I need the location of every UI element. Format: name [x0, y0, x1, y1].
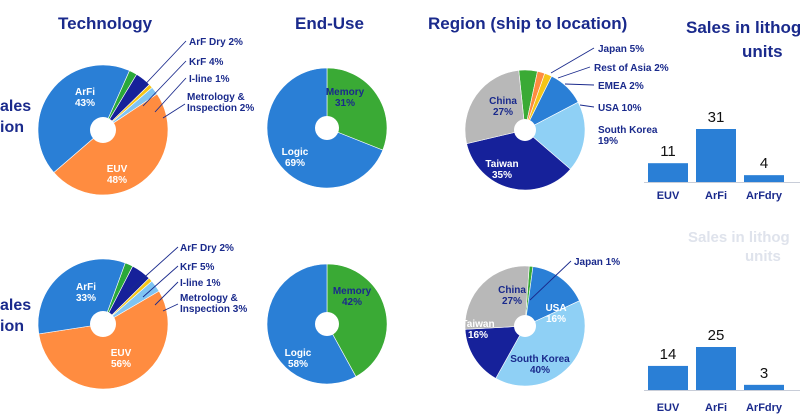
technology-heading: Technology	[58, 14, 153, 33]
region-bottom-slice-china	[464, 265, 530, 330]
region-top-label-taiwan: Taiwan 35%	[485, 159, 518, 181]
enduse-top-label-memory: Memory 31%	[326, 87, 365, 109]
sales-heading-line2: units	[742, 42, 783, 61]
tech-bottom-leader-arf-dry	[127, 246, 179, 293]
region-top-leader-emea	[564, 83, 595, 86]
enduse-bottom-label-logic: Logic 58%	[285, 348, 312, 370]
units-top-value-arfi: 31	[708, 109, 725, 126]
region-top-label-usa: USA 10%	[598, 103, 642, 114]
tech-top-label-krf: KrF 4%	[189, 57, 224, 68]
row-label-top-line2: ion	[0, 119, 24, 136]
units-top-bars: 11 EUV 31 ArFi 4 ArFdry	[644, 109, 800, 202]
tech-top-leader-i-line	[154, 77, 187, 113]
tech-top-leader-metrology-inspection	[162, 103, 186, 119]
region-bottom-slice-south-korea	[495, 300, 586, 387]
region-bottom-slice-taiwan	[464, 325, 526, 379]
enduse-top-hole	[315, 116, 339, 140]
region-top-pie	[464, 47, 595, 191]
region-top-label-china: China 27%	[489, 96, 517, 118]
enduse-top-label-logic: Logic 69%	[282, 147, 309, 169]
enduse-bottom-slice-memory	[326, 263, 388, 377]
tech-bottom-slice-euv	[38, 290, 169, 390]
tech-bottom-label-arf-dry: ArF Dry 2%	[180, 243, 234, 254]
region-top-leader-japan	[550, 47, 595, 74]
units-top-value-arfdry: 4	[760, 155, 768, 172]
units-top-bar-euv	[648, 163, 688, 182]
units-bottom-bar-arfdry	[744, 384, 784, 390]
tech-bottom-leader-metrology-inspection	[162, 303, 179, 312]
region-bottom-label-japan: Japan 1%	[574, 257, 620, 268]
tech-bottom-pie	[37, 246, 179, 390]
tech-bottom-label-arfi: ArFi 33%	[76, 282, 96, 304]
units-bottom-value-arfdry: 3	[760, 365, 768, 382]
units-bottom-category-arfi: ArFi	[705, 402, 727, 414]
tech-top-label-arfi: ArFi 43%	[75, 87, 95, 109]
tech-bottom-label-krf: KrF 5%	[180, 262, 215, 273]
units-bottom-category-arfdry: ArFdry	[746, 402, 783, 414]
enduse-heading: End-Use	[295, 14, 364, 33]
tech-bottom-leader-krf	[142, 265, 179, 298]
units-top-category-euv: EUV	[657, 190, 680, 202]
region-top-leader-usa	[579, 104, 595, 108]
region-top-slice-china	[464, 70, 526, 145]
enduse-bottom-label-memory: Memory 42%	[333, 286, 372, 308]
region-top-label-emea: EMEA 2%	[598, 81, 644, 92]
region-bottom-pie	[464, 260, 586, 387]
region-bottom-slice-usa	[524, 266, 580, 327]
region-bottom-label-usa: USA 16%	[545, 303, 566, 325]
units-top-category-arfi: ArFi	[705, 190, 727, 202]
tech-top-label-i-line: I-line 1%	[189, 74, 230, 85]
units-top-value-euv: 11	[660, 143, 676, 160]
units-bottom-bar-arfi	[696, 347, 736, 390]
enduse-bottom-slice-logic	[266, 263, 357, 385]
region-bottom-hole	[514, 315, 536, 337]
units-bottom-bar-euv	[648, 365, 688, 390]
tech-bottom-label-i-line: I-line 1%	[180, 278, 221, 289]
sales-heading-2-line2: units	[745, 248, 781, 265]
enduse-top-slice-memory	[326, 67, 388, 151]
units-bottom-category-euv: EUV	[657, 402, 680, 414]
tech-bottom-label-metrology-inspection: Metrology & Inspection 3%	[180, 293, 247, 315]
region-top-slice-south-korea	[524, 101, 586, 170]
tech-top-label-euv: EUV 48%	[107, 164, 128, 186]
tech-top-hole	[90, 117, 116, 143]
tech-top-slice-arfi	[37, 64, 130, 173]
row-label-top-line1: ales	[0, 98, 32, 115]
region-heading: Region (ship to location)	[428, 14, 628, 33]
enduse-bottom-hole	[315, 312, 339, 336]
tech-bottom-label-euv: EUV 56%	[111, 348, 132, 370]
tech-top-pie	[37, 40, 187, 196]
tech-top-leader-arf-dry	[136, 40, 187, 94]
region-top-label-japan: Japan 5%	[598, 44, 644, 55]
sales-heading-2-line1: Sales in lithog	[688, 229, 790, 246]
units-top-category-arfdry: ArFdry	[746, 190, 783, 202]
tech-top-leader-krf	[142, 60, 187, 107]
units-bottom-value-euv: 14	[660, 346, 677, 363]
region-bottom-label-taiwan: Taiwan 16%	[461, 319, 494, 341]
tech-top-label-arf-dry: ArF Dry 2%	[189, 37, 243, 48]
region-bottom-leader-japan	[529, 260, 572, 301]
row-label-bottom-line2: ion	[0, 318, 24, 335]
units-bottom-bars: 14 EUV 25 ArFi 3 ArFdry	[644, 327, 800, 414]
units-bottom-value-arfi: 25	[708, 327, 725, 344]
region-top-label-rest-of-asia: Rest of Asia 2%	[594, 63, 669, 74]
region-top-label-south-korea: South Korea 19%	[598, 125, 658, 147]
tech-bottom-leader-i-line	[154, 281, 179, 306]
sales-heading-line1: Sales in lithog	[686, 18, 800, 37]
tech-bottom-hole	[90, 311, 116, 337]
region-top-hole	[514, 119, 536, 141]
units-top-bar-arfi	[696, 129, 736, 182]
region-top-leader-rest-of-asia	[557, 66, 591, 79]
region-bottom-label-china: China 27%	[498, 285, 526, 307]
region-top-slice-taiwan	[466, 129, 571, 191]
enduse-top-pie	[266, 67, 388, 189]
region-bottom-label-south-korea: South Korea 40%	[510, 354, 570, 376]
row-label-bottom-line1: ales	[0, 297, 32, 314]
enduse-bottom-pie	[266, 263, 388, 385]
units-top-bar-arfdry	[744, 175, 784, 182]
tech-top-label-metrology-inspection: Metrology & Inspection 2%	[187, 92, 254, 114]
